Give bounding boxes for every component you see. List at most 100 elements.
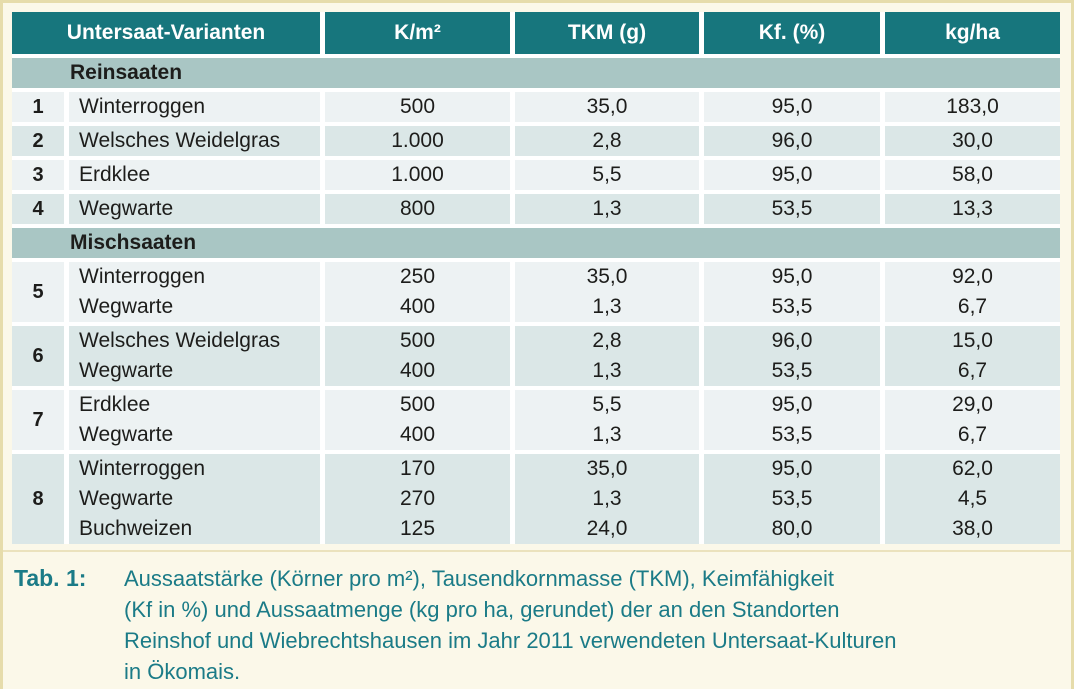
value: 95,0 [771,95,813,118]
row-number: 5 [12,262,64,322]
crop-name: Wegwarte [79,423,174,446]
value-cell-kgha: 13,3 [885,194,1060,224]
column-header-tkm: TKM (g) [515,12,699,54]
value: 53,5 [771,197,813,220]
value: 38,0 [952,517,993,540]
section-header: Reinsaaten [12,58,1060,88]
crop-name: Winterroggen [79,457,206,480]
value: 15,0 [952,329,993,352]
value: 6,7 [957,295,988,318]
value-cell-kf: 95,0 53,5 [704,262,880,322]
value: 1,3 [592,295,622,318]
value: 4,5 [957,487,988,510]
table-caption: Tab. 1: Aussaatstärke (Körner pro m²), T… [3,550,1071,687]
row-number: 1 [12,92,64,122]
value-cell-kf: 95,0 53,5 80,0 [704,454,880,544]
value: 96,0 [771,129,813,152]
value: 1,3 [592,423,622,446]
value-cell-kgha: 92,0 6,7 [885,262,1060,322]
value: 2,8 [592,329,622,352]
value: 53,5 [771,359,813,382]
value: 1,3 [592,197,622,220]
value-cell-kf: 95,0 [704,160,880,190]
value: 2,8 [592,129,622,152]
value: 35,0 [586,265,628,288]
crop-name: Wegwarte [79,359,174,382]
value: 29,0 [952,393,993,416]
value-cell-tkm: 35,0 1,3 24,0 [515,454,699,544]
value-cell-tkm: 2,8 [515,126,699,156]
crop-name: Erdklee [79,393,151,416]
crop-name: Winterroggen [79,265,206,288]
row-number: 4 [12,194,64,224]
value: 95,0 [771,265,813,288]
value: 1.000 [391,163,444,186]
column-header-untersaat-varianten: Untersaat-Varianten [12,12,320,54]
value: 1.000 [391,129,444,152]
crop-name: Welsches Weidelgras [79,129,281,152]
value-cell-kf: 53,5 [704,194,880,224]
value: 500 [399,95,436,118]
value-cell-km2: 250 400 [325,262,510,322]
caption-line: in Ökomais. [124,659,241,684]
value-cell-kf: 95,0 53,5 [704,390,880,450]
value: 58,0 [952,163,993,186]
value: 400 [399,359,436,382]
value-cell-km2: 800 [325,194,510,224]
value: 35,0 [586,457,628,480]
value: 62,0 [952,457,993,480]
value: 30,0 [952,129,993,152]
crop-name-cell: Erdklee Wegwarte [69,390,320,450]
value-cell-kf: 95,0 [704,92,880,122]
value: 95,0 [771,163,813,186]
value-cell-km2: 500 [325,92,510,122]
value: 800 [399,197,436,220]
crop-name-cell: Erdklee [69,160,320,190]
value: 500 [399,393,436,416]
value: 250 [399,265,436,288]
value-cell-km2: 500 400 [325,390,510,450]
crop-name: Winterroggen [79,95,206,118]
value-cell-kf: 96,0 [704,126,880,156]
value-cell-km2: 500 400 [325,326,510,386]
value-cell-tkm: 35,0 [515,92,699,122]
table-grid: Untersaat-Varianten K/m² TKM (g) Kf. (%)… [12,12,1060,544]
value-cell-kgha: 15,0 6,7 [885,326,1060,386]
crop-name-cell: Welsches Weidelgras Wegwarte [69,326,320,386]
caption-label: Tab. 1: [14,565,87,591]
value: 53,5 [771,423,813,446]
value: 183,0 [946,95,999,118]
value: 95,0 [771,457,813,480]
caption-line: Reinshof und Wiebrechtshausen im Jahr 20… [124,628,897,653]
value-cell-tkm: 2,8 1,3 [515,326,699,386]
value-cell-kgha: 183,0 [885,92,1060,122]
value: 35,0 [586,95,628,118]
crop-name: Wegwarte [79,197,174,220]
value-cell-km2: 1.000 [325,160,510,190]
crop-name-cell: Wegwarte [69,194,320,224]
caption-text: Aussaatstärke (Körner pro m²), Tausendko… [124,563,1057,687]
value: 125 [399,517,436,540]
value-cell-kgha: 62,0 4,5 38,0 [885,454,1060,544]
value: 500 [399,329,436,352]
value-cell-kgha: 29,0 6,7 [885,390,1060,450]
value: 5,5 [592,393,622,416]
value-cell-kgha: 30,0 [885,126,1060,156]
value: 6,7 [957,423,988,446]
value-cell-tkm: 5,5 [515,160,699,190]
value: 1,3 [592,359,622,382]
value: 170 [399,457,436,480]
value-cell-kgha: 58,0 [885,160,1060,190]
value: 53,5 [771,295,813,318]
value-cell-tkm: 35,0 1,3 [515,262,699,322]
value: 80,0 [771,517,813,540]
crop-name: Wegwarte [79,487,174,510]
row-number: 7 [12,390,64,450]
value-cell-tkm: 1,3 [515,194,699,224]
value: 24,0 [586,517,628,540]
value-cell-kf: 96,0 53,5 [704,326,880,386]
value: 400 [399,295,436,318]
value: 270 [399,487,436,510]
value: 96,0 [771,329,813,352]
row-number: 6 [12,326,64,386]
